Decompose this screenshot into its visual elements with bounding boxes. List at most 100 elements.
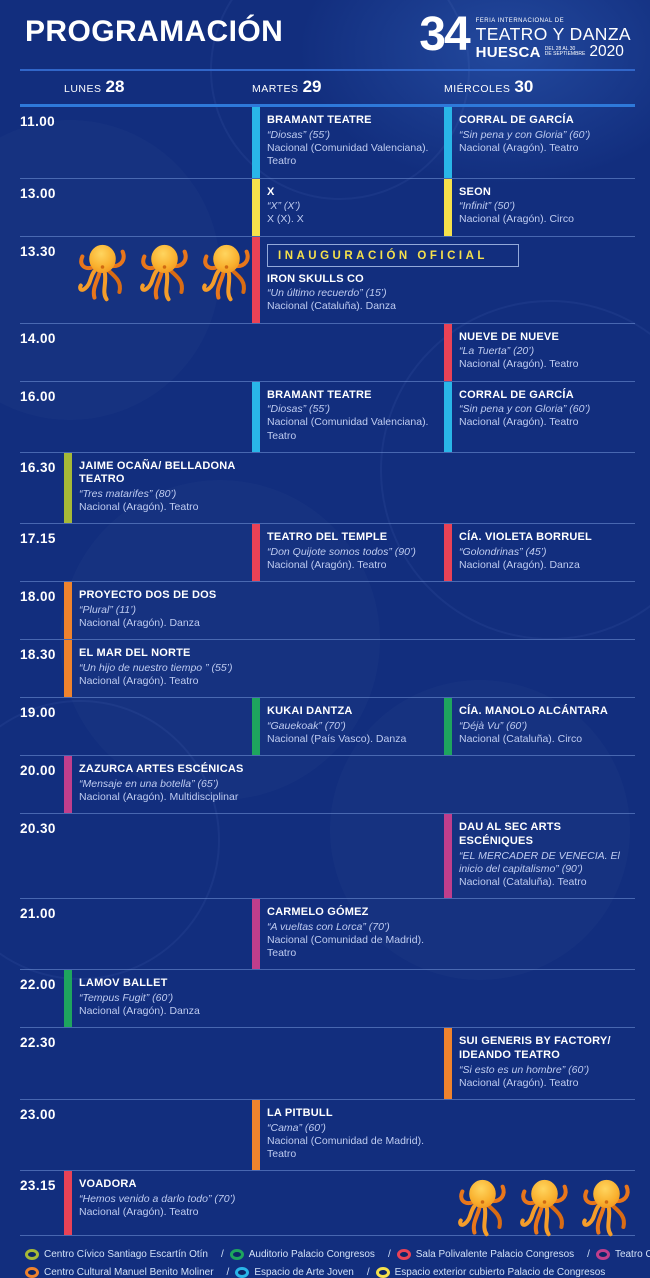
schedule-row-1100: 11.00 BRAMANT TEATRE “Diosas” (55’) Naci… (20, 107, 635, 179)
event-card: PROYECTO DOS DE DOS “Plural” (11’) Nacio… (64, 582, 252, 640)
page-title: PROGRAMACIÓN (25, 15, 284, 48)
time-label: 22.00 (20, 977, 56, 993)
venue-color-bar (444, 814, 452, 899)
event-company: CÍA. MANOLO ALCÁNTARA (459, 705, 609, 718)
venue-color-dot (235, 1267, 250, 1278)
venue-label: Sala Polivalente Palacio Congresos (415, 1249, 575, 1261)
event-card: ZAZURCA ARTES ESCÉNICAS “Mensaje en una … (64, 756, 252, 814)
event-show-title: “Plural” (11’) (79, 604, 136, 617)
logo-bottom-row: HUESCA DEL 28 AL 30 DE SEPTIEMBRE 2020 (476, 43, 631, 61)
dates-line1: DEL 28 AL 30 (544, 45, 576, 52)
event-company: KUKAI DANTZA (267, 705, 353, 718)
event-info: Nacional (Aragón). Danza (79, 1005, 200, 1018)
event-show-title: “Cama” (60’) (267, 1121, 326, 1134)
event-show-title: “La Tuerta” (20’) (459, 345, 535, 358)
legend-item: Centro Cívico Santiago Escartín Otín (25, 1249, 230, 1261)
event-card: CORRAL DE GARCÍA “Sin pena y con Gloria”… (444, 107, 635, 178)
time-label: 18.00 (20, 589, 56, 605)
venue-color-bar (64, 970, 72, 1028)
time-label: 14.00 (20, 330, 56, 346)
event-company: TEATRO DEL TEMPLE (267, 531, 388, 544)
venue-color-dot (595, 1249, 610, 1261)
festival-dates: DEL 28 AL 30 DE SEPTIEMBRE (544, 45, 586, 59)
time-label: 19.00 (20, 705, 56, 721)
legend-item: Espacio exterior cubierto Palacio de Con… (375, 1267, 605, 1278)
event-company: PROYECTO DOS DE DOS (79, 589, 217, 602)
venue-color-bar (444, 1028, 452, 1100)
octopus-group (64, 237, 252, 323)
day-number: 28 (105, 77, 125, 97)
event-company: CORRAL DE GARCÍA (459, 114, 574, 127)
festival-logo: 34 FERIA INTERNACIONAL DE TEATRO Y DANZA… (419, 8, 631, 61)
event-company: BRAMANT TEATRE (267, 114, 372, 127)
logo-tagline: FERIA INTERNACIONAL DE (475, 18, 565, 24)
schedule-row-1300: 13.00 X “X” (X’) X (X). X SEON “Infinit”… (20, 178, 635, 237)
schedule-row-2300: 23.00 LA PITBULL “Cama” (60’) Nacional (… (20, 1100, 635, 1172)
event-card: CÍA. VIOLETA BORRUEL “Golondrinas” (45’)… (444, 524, 635, 582)
schedule-row-1800: 18.00 PROYECTO DOS DE DOS “Plural” (11’)… (20, 582, 635, 641)
event-info: Nacional (Aragón). Teatro (459, 416, 579, 429)
event-card: LA PITBULL “Cama” (60’) Nacional (Comuni… (252, 1100, 444, 1171)
schedule-row-2315: 23.15 VOADORA “Hemos venido a darlo todo… (20, 1171, 635, 1237)
event-show-title: “Diosas” (55’) (267, 129, 331, 142)
venue-color-dot (229, 1249, 244, 1261)
event-show-title: “Don Quijote somos todos” (90’) (267, 546, 416, 559)
time-label: 17.15 (20, 531, 56, 547)
venue-color-bar (252, 698, 260, 756)
schedule-row-1400: 14.00 NUEVE DE NUEVE “La Tuerta” (20’) N… (20, 323, 635, 382)
venue-color-bar (64, 640, 72, 698)
event-company: DAU AL SEC ARTS ESCÉNIQUES (459, 821, 562, 848)
octopus-icon (78, 244, 126, 301)
venue-color-bar (64, 452, 72, 524)
schedule-row-1600: 16.00 BRAMANT TEATRE “Diosas” (55’) Naci… (20, 381, 635, 453)
day-number: 29 (302, 77, 322, 97)
venue-color-bar (64, 756, 72, 814)
event-card: BRAMANT TEATRE “Diosas” (55’) Nacional (… (252, 381, 444, 452)
event-show-title: “Déjà Vu” (60’) (459, 720, 528, 733)
day-name: MIÉRCOLES (444, 83, 511, 96)
schedule-row-1715: 17.15 TEATRO DEL TEMPLE “Don Quijote som… (20, 524, 635, 583)
event-info: Nacional (Aragón). Teatro (79, 501, 199, 514)
day-name: LUNES (64, 83, 102, 96)
venue-color-bar (252, 381, 260, 452)
venue-color-bar (444, 381, 452, 452)
time-label: 22.30 (20, 1035, 56, 1051)
event-card: NUEVE DE NUEVE “La Tuerta” (20’) Naciona… (444, 323, 635, 381)
schedule-row-2000: 20.00 ZAZURCA ARTES ESCÉNICAS “Mensaje e… (20, 756, 635, 815)
venue-color-bar (444, 323, 452, 381)
venue-label: Centro Cultural Manuel Benito Moliner (44, 1267, 214, 1278)
octopus-icon (140, 244, 188, 301)
event-company: LAMOV BALLET (79, 977, 168, 990)
octopus-icon (458, 1180, 506, 1237)
legend-item: Espacio de Arte Joven (235, 1267, 375, 1278)
venues-legend: Centro Cívico Santiago Escartín Otín Aud… (20, 1236, 650, 1278)
legend-line-2: Centro Cultural Manuel Benito Moliner Es… (25, 1267, 635, 1278)
venue-color-dot (25, 1267, 39, 1278)
day-name: MARTES (252, 83, 299, 96)
event-company: LA PITBULL (267, 1107, 333, 1120)
legend-item: Centro Cultural Manuel Benito Moliner (25, 1267, 235, 1278)
event-company: JAIME OCAÑA/ BELLADONA TEATRO (79, 459, 236, 486)
time-label: 20.30 (20, 821, 56, 837)
event-card: LAMOV BALLET “Tempus Fugit” (60’) Nacion… (64, 970, 252, 1028)
octopus-icon (202, 244, 250, 301)
event-show-title: “Tempus Fugit” (60’) (79, 992, 174, 1005)
event-show-title: “Diosas” (55’) (267, 403, 331, 416)
schedule-row-2100: 21.00 CARMELO GÓMEZ “A vueltas con Lorca… (20, 899, 635, 971)
event-info: Nacional (Aragón). Teatro (267, 559, 387, 572)
venue-color-bar (64, 1171, 72, 1236)
event-company: ZAZURCA ARTES ESCÉNICAS (79, 763, 244, 776)
venue-color-dot (396, 1249, 411, 1261)
event-company: EL MAR DEL NORTE (79, 647, 191, 660)
time-label: 11.00 (20, 114, 56, 130)
event-info: Nacional (Aragón). Teatro (459, 358, 579, 371)
venue-label: Centro Cívico Santiago Escartín Otín (44, 1249, 208, 1261)
schedule-row-1630: 16.30 JAIME OCAÑA/ BELLADONA TEATRO “Tre… (20, 452, 635, 525)
legend-item: Teatro Olimpia (595, 1249, 650, 1261)
venue-color-bar (444, 178, 452, 236)
edition-number: 34 (419, 8, 470, 61)
event-company: VOADORA (79, 1178, 137, 1191)
event-info: Nacional (Aragón). Danza (79, 617, 200, 630)
event-info: Nacional (Aragón). Teatro (79, 1206, 199, 1219)
